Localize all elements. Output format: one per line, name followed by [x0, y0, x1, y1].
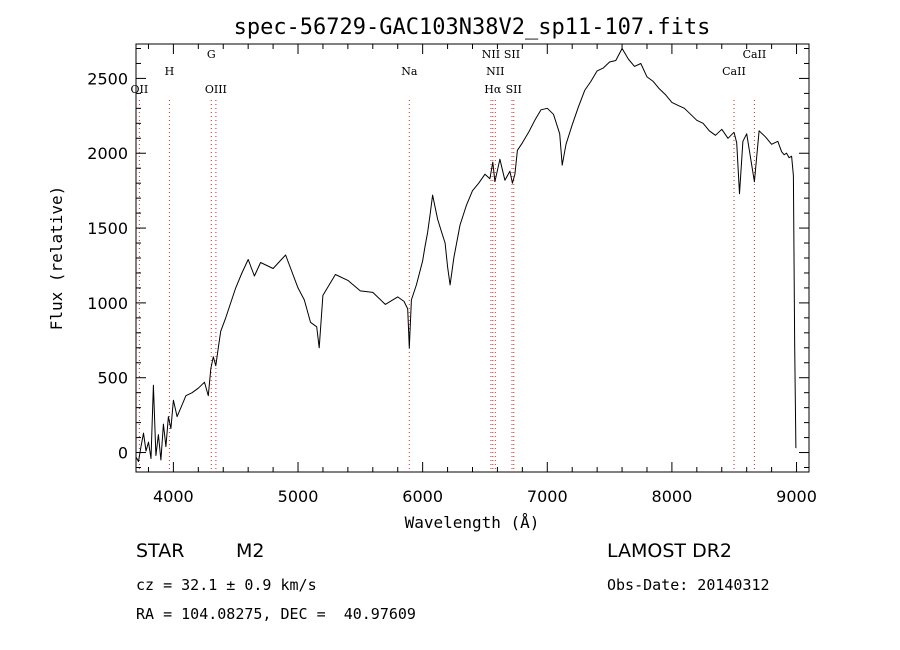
y-axis: 0 500 1000 1500 2000 2500: [87, 47, 809, 469]
observation-date: Obs-Date: 20140312: [607, 576, 770, 594]
sky-coordinates: RA = 104.08275, DEC = 40.97609: [136, 605, 416, 623]
plot-frame: [135, 43, 810, 473]
marker-label: SII: [506, 83, 522, 96]
x-tick-label: 5000: [278, 487, 319, 506]
marker-label: NII: [482, 48, 500, 61]
x-tick-label: 4000: [153, 487, 194, 506]
x-tick-label: 7000: [527, 487, 568, 506]
object-class: STAR: [136, 540, 185, 562]
y-tick-label: 2000: [87, 144, 128, 163]
y-tick-label: 0: [118, 444, 128, 463]
redshift-velocity: cz = 32.1 ± 0.9 km/s: [136, 576, 317, 594]
survey-name: LAMOST DR2: [607, 540, 732, 562]
y-tick-label: 2500: [87, 69, 128, 88]
marker-label: NII: [486, 65, 504, 78]
y-tick-label: 500: [97, 369, 128, 388]
marker-label: H: [165, 65, 175, 78]
marker-label: Na: [401, 65, 418, 78]
object-subclass: M2: [236, 540, 265, 562]
y-tick-label: 1000: [87, 294, 128, 313]
x-axis-label: Wavelength (Å): [405, 513, 540, 532]
x-axis: 4000 5000 6000 7000 8000 9000: [147, 44, 817, 506]
chart-title: spec-56729-GAC103N38V2_sp11-107.fits: [234, 15, 711, 40]
spectrum-line: [135, 48, 797, 462]
marker-label: Hα: [484, 83, 502, 96]
marker-label: OII: [131, 83, 149, 96]
marker-label: CaII: [743, 48, 767, 61]
x-tick-label: 8000: [652, 487, 693, 506]
marker-label: SII: [504, 48, 520, 61]
marker-label: CaII: [722, 65, 746, 78]
y-tick-label: 1500: [87, 219, 128, 238]
x-tick-label: 9000: [776, 487, 817, 506]
marker-label: OIII: [205, 83, 227, 96]
y-axis-label: Flux (relative): [47, 186, 66, 331]
x-tick-label: 6000: [402, 487, 443, 506]
marker-label: G: [207, 48, 216, 61]
